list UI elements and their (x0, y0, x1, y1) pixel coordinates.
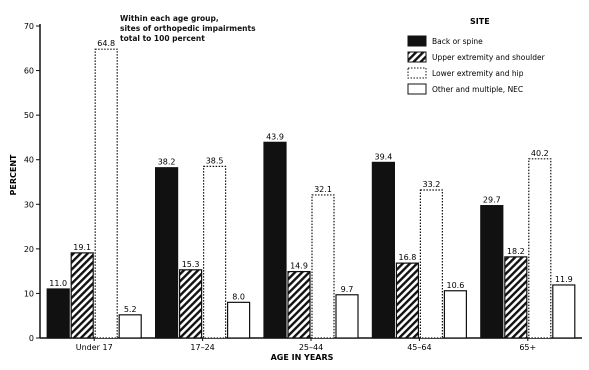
legend-swatch (407, 67, 427, 79)
data-label: 33.2 (422, 180, 440, 189)
y-tick-label: 60 (24, 67, 34, 76)
legend-swatch (407, 51, 427, 63)
data-label: 38.5 (206, 156, 224, 165)
bar (504, 256, 528, 339)
data-label: 8.0 (232, 292, 245, 301)
data-label: 43.9 (266, 132, 284, 141)
y-tick-label: 70 (24, 22, 34, 31)
bar (419, 189, 443, 339)
data-label: 18.2 (507, 247, 525, 256)
bar (552, 284, 576, 339)
bar (70, 252, 94, 339)
data-label: 10.6 (446, 281, 464, 290)
bar (335, 294, 359, 339)
bar (371, 161, 395, 339)
x-axis-label: AGE IN YEARS (271, 353, 334, 362)
data-label: 11.9 (555, 275, 573, 284)
y-tick-label: 20 (24, 245, 34, 254)
chart-note-line: Within each age group, (120, 14, 219, 23)
legend-label: Lower extremity and hip (432, 69, 524, 78)
chart-note-line: total to 100 percent (120, 34, 205, 43)
data-label: 32.1 (314, 185, 332, 194)
data-label: 64.8 (97, 39, 115, 48)
data-label: 38.2 (158, 158, 176, 167)
bar (118, 314, 142, 339)
y-tick-label: 0 (29, 334, 34, 343)
data-label: 16.8 (398, 253, 416, 262)
bar (179, 269, 203, 339)
bar (395, 262, 419, 339)
bar (46, 288, 70, 339)
x-tick-label: Under 17 (76, 343, 113, 352)
data-label: 15.3 (182, 260, 200, 269)
legend-swatch (407, 83, 427, 95)
y-tick-label: 50 (24, 111, 34, 120)
x-tick-label: 45–64 (407, 343, 431, 352)
legend-label: Other and multiple, NEC (432, 85, 523, 94)
legend-title: SITE (470, 17, 490, 26)
y-tick-label: 40 (24, 156, 34, 165)
bar (311, 194, 335, 339)
y-tick-label: 10 (24, 289, 34, 298)
x-tick-label: 17–24 (190, 343, 214, 352)
y-axis-label: PERCENT (9, 154, 18, 196)
legend-label: Back or spine (432, 37, 483, 46)
data-label: 40.2 (531, 149, 549, 158)
data-label: 19.1 (73, 243, 91, 252)
y-tick-label: 30 (24, 200, 34, 209)
bar (287, 270, 311, 339)
data-label: 14.9 (290, 262, 308, 271)
data-label: 5.2 (124, 305, 137, 314)
bar (227, 301, 251, 339)
bar (94, 48, 118, 339)
chart-note: Within each age group, sites of orthoped… (120, 14, 320, 44)
data-label: 39.4 (374, 152, 392, 161)
data-label: 9.7 (341, 285, 354, 294)
data-label: 11.0 (49, 279, 67, 288)
chart-note-line: sites of orthopedic impairments (120, 24, 256, 33)
data-label: 29.7 (483, 196, 501, 205)
bar (528, 158, 552, 339)
bar (480, 205, 504, 339)
legend-swatch (407, 35, 427, 47)
legend-label: Upper extremity and shoulder (432, 53, 546, 62)
bar (155, 167, 179, 339)
bar (203, 165, 227, 339)
x-tick-label: 65+ (519, 343, 536, 352)
bar (263, 141, 287, 339)
x-tick-label: 25–44 (299, 343, 323, 352)
bar (443, 290, 467, 339)
